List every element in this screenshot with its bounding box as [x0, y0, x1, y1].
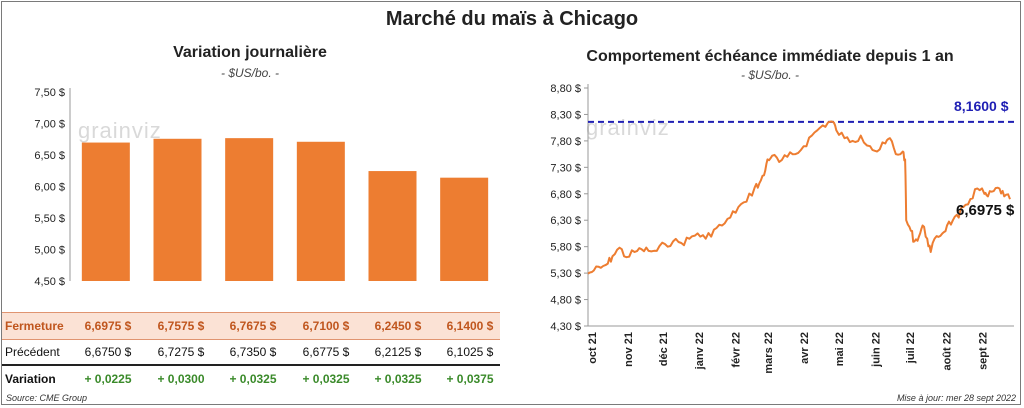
table-cell: 6,7350 $ — [229, 345, 277, 359]
table-cell: + 0,0325 — [374, 372, 422, 386]
x-tick-label: sept 22 — [978, 332, 990, 370]
table-cell: + 0,0325 — [302, 372, 350, 386]
table-row-close: Fermeture 6,6975 $ 6,7575 $ 6,7675 $ 6,7… — [2, 312, 500, 340]
y-tick-label: 7,00 $ — [34, 119, 65, 131]
right-watermark-logo: grainviz — [586, 115, 670, 140]
table-cell: 6,2450 $ — [374, 319, 422, 333]
x-tick-label: févr 22 — [730, 332, 742, 367]
table-cell: 6,7675 $ — [229, 319, 277, 333]
table-row-previous: Précédent 6,6750 $ 6,7275 $ 6,7350 $ 6,6… — [2, 339, 500, 365]
y-tick-label: 5,80 $ — [550, 242, 581, 254]
y-tick-label: 5,00 $ — [34, 245, 65, 257]
bar — [225, 138, 274, 281]
table-cell: 6,6775 $ — [302, 345, 350, 359]
row-label-previous: Précédent — [5, 345, 60, 359]
x-tick-label: avr 22 — [799, 332, 811, 364]
x-tick-label: janv 22 — [694, 332, 706, 370]
page-title: Marché du maïs à Chicago — [385, 8, 639, 30]
source-note: Source: CME Group — [6, 393, 88, 403]
y-tick-label: 7,80 $ — [550, 136, 581, 148]
y-tick-label: 7,50 $ — [34, 87, 65, 99]
left-chart-units: - $US/bo. - — [220, 66, 280, 80]
y-tick-label: 5,50 $ — [34, 213, 65, 225]
y-tick-label: 8,30 $ — [550, 109, 581, 121]
y-tick-label: 4,80 $ — [550, 295, 581, 307]
bar — [153, 138, 202, 281]
x-tick-label: mars 22 — [763, 332, 775, 374]
table-cell: + 0,0225 — [84, 372, 132, 386]
table-cell: 6,7100 $ — [302, 319, 350, 333]
x-tick-label: nov 21 — [623, 332, 635, 367]
table-row-variation: Variation + 0,0225 + 0,0300 + 0,0325 + 0… — [2, 364, 500, 392]
bar — [81, 142, 130, 281]
table-cell: 6,6975 $ — [84, 319, 132, 333]
row-label-variation: Variation — [5, 372, 56, 386]
left-watermark-logo: grainviz — [78, 118, 162, 143]
table-cell: 6,6750 $ — [84, 345, 132, 359]
left-chart-title: Variation journalière — [173, 44, 327, 61]
y-tick-label: 6,30 $ — [550, 215, 581, 227]
table-cell: 6,1400 $ — [446, 319, 494, 333]
x-tick-label: juin 22 — [870, 332, 882, 368]
x-tick-label: déc 21 — [658, 332, 670, 366]
x-tick-label: mai 22 — [834, 332, 846, 366]
x-tick-label: juil 22 — [905, 332, 917, 364]
y-tick-label: 8,80 $ — [550, 83, 581, 95]
table-cell: + 0,0300 — [157, 372, 205, 386]
table-cell: + 0,0325 — [229, 372, 277, 386]
x-tick-label: oct 21 — [587, 332, 599, 364]
last-value-label: 6,6975 $ — [956, 202, 1015, 219]
max-value-label: 8,1600 $ — [954, 98, 1009, 114]
update-note: Mise à jour: mer 28 sept 2022 — [896, 393, 1016, 403]
y-tick-label: 5,30 $ — [550, 268, 581, 280]
y-tick-label: 7,30 $ — [550, 162, 581, 174]
right-chart-title: Comportement échéance immédiate depuis 1… — [586, 48, 954, 65]
y-tick-label: 6,00 $ — [34, 182, 65, 194]
row-label-close: Fermeture — [5, 319, 64, 333]
bar — [368, 171, 417, 281]
table-cell: 6,7575 $ — [157, 319, 205, 333]
table-cell: 6,2125 $ — [374, 345, 422, 359]
y-tick-label: 6,80 $ — [550, 189, 581, 201]
price-series-line — [587, 120, 1011, 275]
bar — [440, 177, 489, 281]
line-chart: 4,30 $ 4,80 $ 5,30 $ 5,80 $ 6,30 $ 6,80 $ 7,30… — [550, 83, 1014, 374]
table-cell: 6,1025 $ — [446, 345, 494, 359]
x-tick-label: août 22 — [941, 332, 953, 371]
y-tick-label: 4,30 $ — [550, 321, 581, 333]
table-cell: 6,7275 $ — [157, 345, 205, 359]
y-tick-label: 4,50 $ — [34, 276, 65, 288]
right-chart-units: - $US/bo. - — [740, 68, 800, 82]
bar-chart: 4,50 $ 5,00 $ 5,50 $ 6,00 $ 6,50 $ 7,00 $ 7,50… — [34, 87, 489, 288]
y-tick-label: 6,50 $ — [34, 150, 65, 162]
table-cell: + 0,0375 — [446, 372, 494, 386]
bar — [296, 141, 345, 281]
